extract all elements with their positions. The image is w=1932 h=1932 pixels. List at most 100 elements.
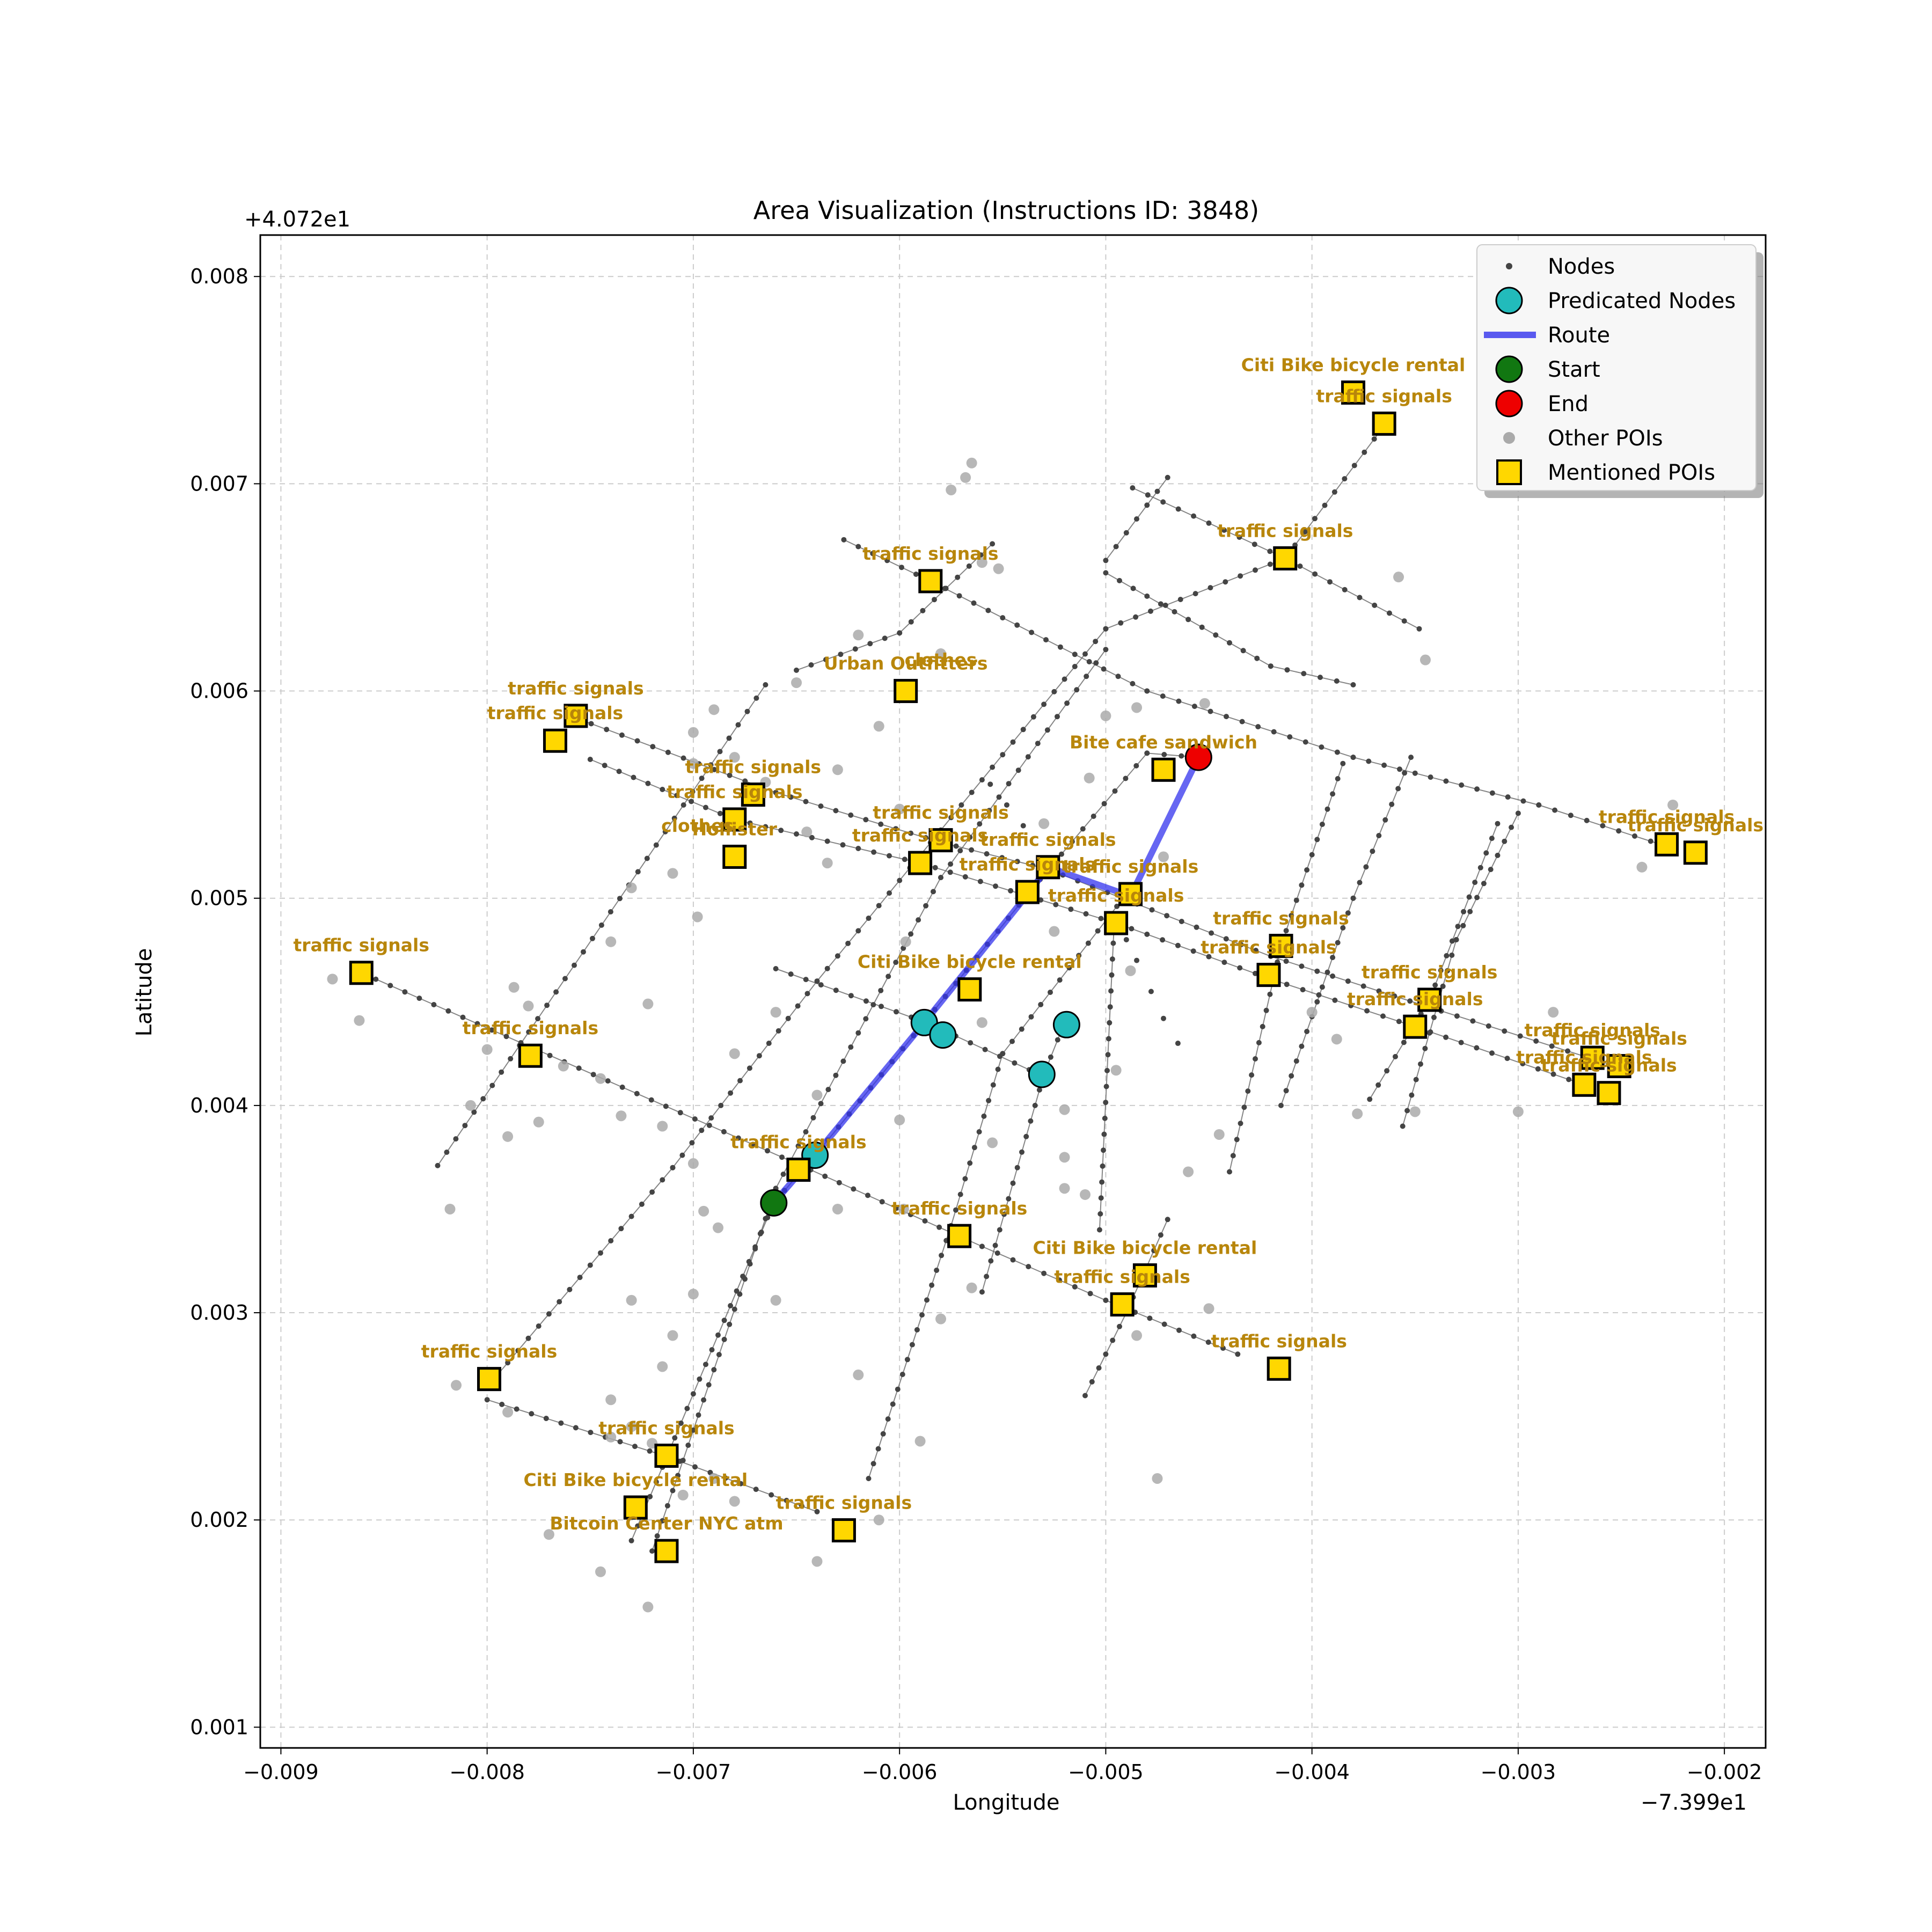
node	[1318, 675, 1323, 680]
node	[1098, 916, 1104, 921]
node	[962, 1176, 968, 1182]
node	[824, 965, 830, 971]
other-poi	[976, 1017, 987, 1028]
node	[1402, 770, 1408, 776]
poi-label: traffic signals	[891, 1198, 1027, 1219]
node	[990, 764, 996, 770]
poi-label: Citi Bike bicycle rental	[1241, 354, 1466, 375]
poi-label: traffic signals	[1599, 806, 1735, 827]
node	[1080, 826, 1086, 832]
node	[1176, 1327, 1182, 1333]
node	[885, 1416, 891, 1422]
node	[1455, 924, 1461, 930]
other-poi	[1183, 1166, 1194, 1177]
other-poi	[508, 982, 519, 993]
node	[1357, 595, 1363, 601]
mentioned-pois	[349, 380, 1708, 1563]
predicated-node	[1052, 1011, 1080, 1038]
node	[1101, 666, 1107, 672]
node	[1401, 1040, 1407, 1045]
node	[979, 1289, 985, 1295]
other-poi	[605, 936, 617, 947]
poi-label: traffic signals	[1362, 962, 1497, 983]
node	[882, 635, 888, 641]
node	[726, 735, 732, 741]
other-poi	[626, 1421, 637, 1432]
node	[737, 1291, 743, 1297]
node	[1392, 993, 1397, 999]
node	[588, 721, 594, 727]
node	[1238, 1121, 1243, 1126]
other-poi	[642, 1601, 654, 1613]
poi-label: Citi Bike bicycle rental	[858, 952, 1082, 972]
node	[866, 1476, 872, 1481]
node	[1302, 529, 1308, 535]
node	[721, 1129, 727, 1135]
poi-label: traffic signals	[1628, 815, 1763, 836]
node	[870, 551, 876, 557]
other-poi	[1079, 1189, 1091, 1200]
other-poi	[1548, 1007, 1559, 1018]
node	[1404, 1108, 1410, 1114]
other-poi	[1213, 1129, 1225, 1140]
node	[953, 1207, 958, 1213]
node	[557, 1299, 562, 1305]
node	[1431, 1014, 1437, 1020]
node	[1422, 1045, 1428, 1051]
node	[773, 966, 779, 971]
node	[1324, 806, 1330, 812]
node	[1253, 1056, 1258, 1062]
node	[1407, 998, 1413, 1004]
node	[1100, 1163, 1106, 1169]
other-pois	[327, 457, 1679, 1613]
node	[1164, 913, 1170, 919]
node	[1297, 564, 1303, 569]
node	[879, 1004, 884, 1009]
node	[1362, 449, 1367, 455]
chart-title: Area Visualization (Instructions ID: 384…	[753, 196, 1260, 225]
node	[1263, 1007, 1269, 1013]
node	[1208, 585, 1213, 591]
node	[902, 857, 908, 862]
node	[818, 982, 824, 988]
node	[514, 1406, 519, 1412]
node	[718, 1102, 724, 1108]
node	[1345, 910, 1351, 916]
node	[1287, 734, 1293, 740]
mentioned-poi	[1372, 411, 1396, 436]
node	[690, 1391, 696, 1397]
node	[1000, 1051, 1006, 1057]
node	[1025, 754, 1031, 760]
node	[445, 1008, 451, 1014]
mentioned-poi	[623, 1495, 648, 1520]
node	[1330, 791, 1336, 797]
node	[1485, 1023, 1491, 1029]
node	[617, 896, 623, 902]
x-tick-label: −0.006	[862, 1760, 938, 1784]
other-poi	[1352, 1108, 1363, 1119]
node	[1191, 704, 1197, 709]
node	[471, 1109, 477, 1115]
node	[990, 1082, 996, 1088]
legend-end-label: End	[1548, 392, 1589, 416]
node	[1648, 838, 1653, 844]
node	[994, 1250, 1000, 1256]
node	[1453, 937, 1459, 942]
node	[969, 789, 975, 795]
mentioned-poi	[786, 1158, 811, 1182]
poi-label: Citi Bike bicycle rental	[523, 1469, 748, 1490]
node	[647, 1448, 653, 1454]
node	[721, 1318, 727, 1323]
mentioned-poi	[957, 977, 982, 1002]
node	[769, 1492, 774, 1498]
node	[431, 1002, 437, 1007]
node	[747, 1261, 753, 1267]
node	[990, 541, 996, 547]
node	[986, 808, 992, 814]
mentioned-poi	[1118, 882, 1143, 906]
node	[1440, 983, 1446, 989]
y-tick-label: 0.002	[190, 1508, 248, 1532]
node	[1160, 693, 1166, 699]
node	[1397, 766, 1402, 772]
node	[1330, 973, 1336, 979]
